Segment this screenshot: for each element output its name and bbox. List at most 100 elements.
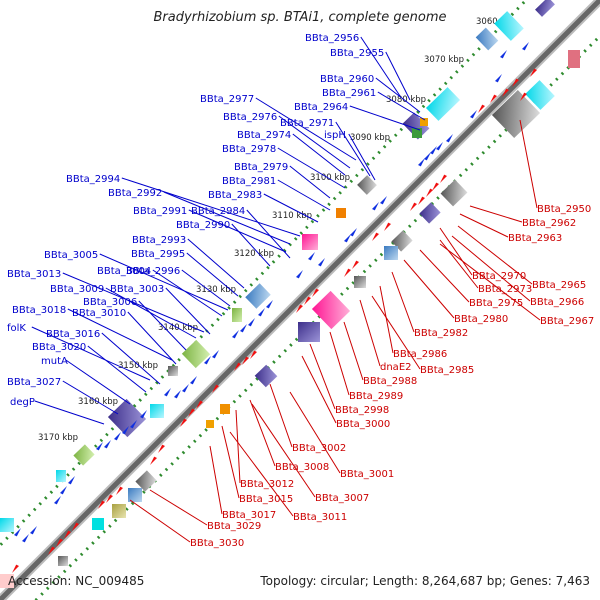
reverse-arrow[interactable] [440, 174, 447, 183]
forward-arrow[interactable] [258, 308, 265, 317]
feature-box[interactable] [440, 179, 468, 207]
feature-box[interactable] [58, 556, 68, 566]
reverse-gene-label[interactable]: BBta_2963 [508, 233, 562, 244]
feature-box[interactable] [412, 128, 422, 138]
reverse-gene-label[interactable]: BBta_2982 [414, 328, 468, 339]
feature-box[interactable] [475, 27, 499, 51]
feature-box[interactable] [135, 470, 157, 492]
forward-gene-label[interactable]: BBta_2961 [322, 88, 376, 99]
reverse-arrow[interactable] [312, 288, 319, 297]
forward-gene-label[interactable]: BBta_3009 [50, 284, 104, 295]
feature-box[interactable] [494, 11, 524, 41]
forward-gene-label[interactable]: BBta_2992 [108, 188, 162, 199]
reverse-gene-label[interactable]: BBta_3001 [340, 469, 394, 480]
reverse-arrow[interactable] [296, 304, 303, 313]
forward-gene-label[interactable]: BBta_3020 [32, 342, 86, 353]
feature-box[interactable] [56, 470, 66, 482]
forward-gene-label[interactable]: BBta_2976 [223, 112, 277, 123]
forward-arrow[interactable] [344, 234, 351, 243]
forward-gene-label[interactable]: BBta_2993 [132, 235, 186, 246]
feature-box[interactable] [336, 208, 346, 218]
feature-box[interactable] [0, 574, 14, 588]
reverse-arrow[interactable] [502, 88, 509, 97]
forward-arrow[interactable] [140, 410, 147, 419]
forward-arrow[interactable] [418, 158, 425, 167]
forward-arrow[interactable] [130, 420, 137, 429]
forward-arrow[interactable] [30, 526, 37, 535]
feature-box[interactable] [245, 283, 271, 309]
feature-box[interactable] [220, 404, 230, 414]
reverse-arrow[interactable] [478, 104, 485, 113]
forward-arrow[interactable] [174, 390, 181, 399]
forward-gene-label[interactable]: BBta_2984 [191, 206, 245, 217]
forward-arrow[interactable] [248, 318, 255, 327]
reverse-arrow[interactable] [116, 486, 123, 495]
forward-gene-label[interactable]: folK [7, 323, 26, 334]
feature-box[interactable] [311, 290, 351, 330]
forward-arrow[interactable] [204, 356, 211, 365]
reverse-arrow[interactable] [372, 232, 379, 241]
reverse-arrow[interactable] [106, 494, 113, 503]
reverse-gene-label[interactable]: BBta_3030 [190, 538, 244, 549]
forward-gene-label[interactable]: BBta_2991 [133, 206, 187, 217]
forward-arrow[interactable] [446, 134, 453, 143]
reverse-gene-label[interactable]: dnaE2 [380, 362, 412, 373]
reverse-arrow[interactable] [530, 68, 537, 77]
forward-gene-label[interactable]: BBta_2981 [222, 176, 276, 187]
reverse-gene-label[interactable]: BBta_3007 [315, 493, 369, 504]
feature-box[interactable] [206, 420, 214, 428]
feature-box[interactable] [357, 175, 377, 195]
forward-arrow[interactable] [308, 252, 315, 261]
feature-box[interactable] [181, 339, 211, 369]
forward-gene-label[interactable]: BBta_2971 [280, 118, 334, 129]
feature-box[interactable] [402, 112, 430, 140]
reverse-arrow[interactable] [212, 384, 219, 393]
feature-box[interactable] [128, 488, 142, 502]
forward-arrow[interactable] [54, 496, 61, 505]
reverse-arrow[interactable] [250, 350, 257, 359]
reverse-arrow[interactable] [158, 444, 165, 453]
feature-box[interactable] [384, 246, 398, 260]
forward-arrow[interactable] [182, 384, 189, 393]
reverse-gene-label[interactable]: BBta_2967 [540, 316, 594, 327]
forward-gene-label[interactable]: BBta_3027 [7, 377, 61, 388]
forward-arrow[interactable] [96, 442, 103, 451]
reverse-arrow[interactable] [56, 538, 63, 547]
reverse-arrow[interactable] [150, 456, 157, 465]
reverse-arrow[interactable] [242, 356, 249, 365]
feature-box[interactable] [232, 308, 242, 322]
forward-gene-label[interactable]: degP [10, 397, 35, 408]
forward-arrow[interactable] [500, 50, 507, 59]
forward-arrow[interactable] [22, 534, 29, 543]
reverse-arrow[interactable] [410, 202, 417, 211]
forward-gene-label[interactable]: ispH [324, 130, 346, 141]
forward-arrow[interactable] [424, 152, 431, 161]
feature-box[interactable] [298, 322, 320, 342]
forward-arrow[interactable] [470, 110, 477, 119]
forward-gene-label[interactable]: BBta_2978 [222, 144, 276, 155]
reverse-arrow[interactable] [72, 522, 79, 531]
forward-arrow[interactable] [372, 202, 379, 211]
feature-box[interactable] [92, 518, 104, 530]
feature-box[interactable] [0, 518, 14, 532]
reverse-gene-label[interactable]: BBta_2950 [537, 204, 591, 215]
reverse-gene-label[interactable]: BBta_2989 [349, 391, 403, 402]
forward-gene-label[interactable]: BBta_2960 [320, 74, 374, 85]
forward-arrow[interactable] [232, 330, 239, 339]
forward-gene-label[interactable]: BBta_2977 [200, 94, 254, 105]
forward-arrow[interactable] [266, 300, 273, 309]
forward-gene-label[interactable]: BBta_2996 [126, 266, 180, 277]
forward-gene-label[interactable]: BBta_2955 [330, 48, 384, 59]
forward-arrow[interactable] [350, 228, 357, 237]
feature-box[interactable] [254, 364, 278, 388]
forward-gene-label[interactable]: BBta_2994 [66, 174, 120, 185]
forward-arrow[interactable] [104, 440, 111, 449]
reverse-gene-label[interactable]: BBta_3017 [222, 510, 276, 521]
reverse-gene-label[interactable]: BBta_2966 [530, 297, 584, 308]
reverse-gene-label[interactable]: BBta_2986 [393, 349, 447, 360]
reverse-arrow[interactable] [98, 500, 105, 509]
forward-arrow[interactable] [522, 42, 529, 51]
reverse-gene-label[interactable]: BBta_2965 [532, 280, 586, 291]
reverse-gene-label[interactable]: BBta_2973 [478, 284, 532, 295]
feature-box[interactable] [168, 366, 178, 376]
